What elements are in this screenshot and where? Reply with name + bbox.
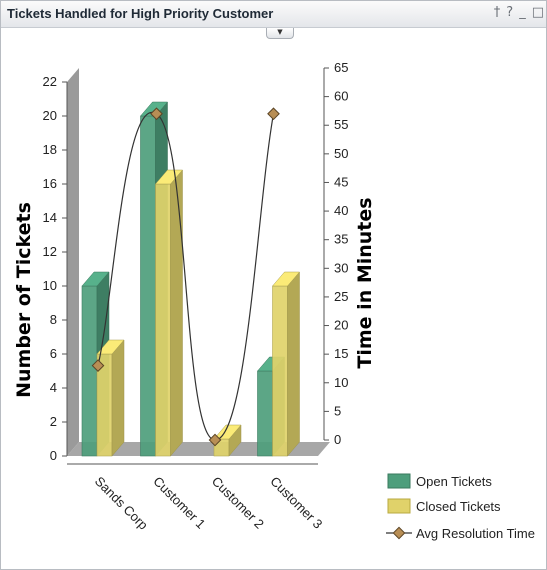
- y2-tick-label: 55: [334, 117, 348, 132]
- bar-closed-tickets-side: [111, 339, 125, 457]
- y-tick-label: 20: [43, 108, 57, 123]
- y-tick-label: 10: [43, 278, 57, 293]
- bar-closed-tickets-top: [271, 271, 301, 287]
- legend-marker-avg-resolution: [392, 526, 406, 540]
- y-tick-label: 14: [43, 210, 57, 225]
- help-icon[interactable]: ?: [506, 5, 514, 20]
- minimize-icon[interactable]: _: [519, 5, 526, 20]
- plot-area: 0 2 4 6 8 10 12 14 16 18 20 22 0 5 10 15 20 25 30 35 40 45 50 5…: [43, 60, 349, 533]
- line-marker-avg-resolution-time: [267, 107, 280, 121]
- y2-tick-label: 65: [334, 60, 348, 75]
- y2-tick-label: 15: [334, 346, 348, 361]
- bar-closed-tickets: [155, 183, 171, 457]
- legend-swatch-closed-tickets: [387, 498, 411, 514]
- y2-axis-title: Time in Minutes: [354, 197, 376, 368]
- pin-icon[interactable]: †: [493, 5, 501, 20]
- maximize-icon[interactable]: □: [531, 5, 544, 20]
- y2-tick-label: 35: [334, 232, 348, 247]
- y2-tick-label: 30: [334, 260, 348, 275]
- y-axis-title: Number of Tickets: [13, 202, 35, 398]
- bar-open-tickets: [257, 370, 273, 457]
- legend: Open Tickets Closed Tickets Avg Resoluti…: [386, 473, 535, 541]
- line-marker-avg-resolution-time: [91, 359, 105, 372]
- bar-open-tickets-top: [139, 101, 169, 117]
- panel-title: Tickets Handled for High Priority Custom…: [7, 6, 274, 21]
- bar-closed-tickets-top: [96, 339, 125, 355]
- back-wall: [67, 68, 79, 456]
- y-tick-label: 6: [50, 346, 57, 361]
- y-tick-label: 16: [43, 176, 57, 191]
- titlebar-controls: † ? _ □: [494, 4, 544, 22]
- legend-swatch-open-tickets: [387, 473, 411, 489]
- x-category-label: Customer 1: [150, 474, 208, 532]
- legend-label-closed-tickets: Closed Tickets: [416, 499, 501, 514]
- y2-tick-label: 10: [334, 375, 348, 390]
- bar-closed-tickets-side: [170, 169, 183, 457]
- y2-tick-label: 5: [334, 403, 341, 418]
- bar-closed-tickets-side: [287, 271, 300, 457]
- bar-open-tickets: [140, 115, 156, 457]
- bar-closed-tickets-top: [213, 424, 242, 440]
- bar-open-tickets-top: [81, 271, 110, 287]
- y-tick-label: 12: [43, 244, 57, 259]
- y2-tick-label: 60: [334, 89, 348, 104]
- y-tick-label: 4: [50, 380, 57, 395]
- x-category-label: Customer 2: [209, 474, 267, 532]
- y-tick-label: 2: [50, 414, 57, 429]
- panel-titlebar: Tickets Handled for High Priority Custom…: [1, 1, 546, 28]
- y2-tick-label: 50: [334, 146, 348, 161]
- bar-closed-tickets-top: [154, 169, 184, 185]
- y-tick-label: 18: [43, 142, 57, 157]
- line-marker-avg-resolution-time: [208, 433, 222, 447]
- y-tick-label: 0: [50, 448, 57, 463]
- legend-label-open-tickets: Open Tickets: [416, 474, 492, 489]
- y-tick-label: 22: [43, 74, 57, 89]
- x-category-label: Customer 3: [267, 474, 325, 532]
- collapse-handle-icon[interactable]: ▼: [266, 28, 294, 39]
- line-avg-resolution-time: [97, 111, 275, 441]
- y2-tick-label: 20: [334, 318, 348, 333]
- bar-open-tickets: [81, 285, 98, 457]
- x-category-label: Sands Corp: [92, 474, 151, 533]
- y2-tick-label: 25: [334, 289, 348, 304]
- bar-closed-tickets: [272, 285, 288, 457]
- y2-tick-label: 45: [334, 174, 348, 189]
- y2-tick-label: 0: [334, 432, 341, 447]
- legend-label-avg-resolution: Avg Resolution Time: [416, 526, 535, 541]
- y-tick-label: 8: [50, 312, 57, 327]
- line-marker-avg-resolution-time: [150, 107, 163, 121]
- y2-tick-label: 40: [334, 203, 348, 218]
